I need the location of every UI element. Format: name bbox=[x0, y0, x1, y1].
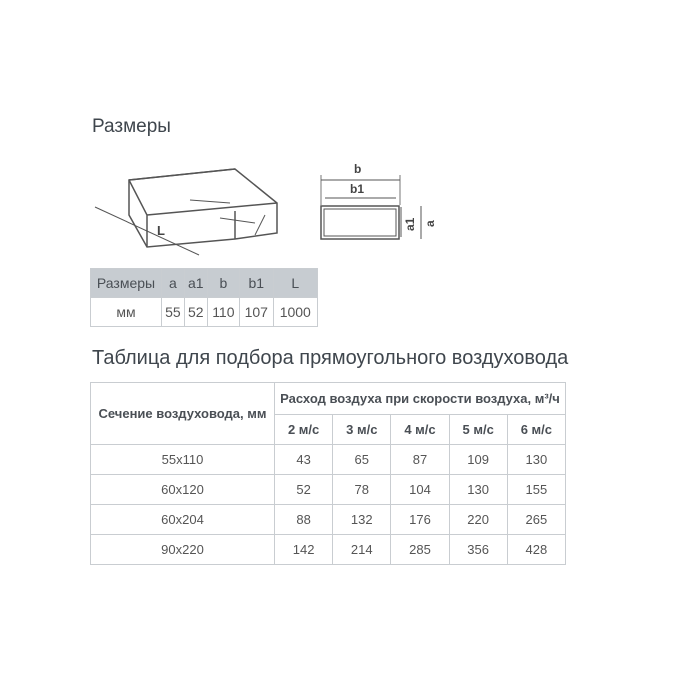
flow-value-cell: 65 bbox=[332, 444, 392, 475]
header-cell: L bbox=[272, 268, 319, 298]
cell: 52 bbox=[183, 297, 208, 327]
flow-value-cell: 142 bbox=[273, 534, 334, 565]
header-cell: b1 bbox=[238, 268, 274, 298]
header-cell: b bbox=[206, 268, 240, 298]
a1-label: a1 bbox=[403, 217, 417, 231]
flow-value-cell: 356 bbox=[448, 534, 508, 565]
flow-value-cell: 52 bbox=[273, 474, 334, 505]
flow-value-cell: 214 bbox=[332, 534, 392, 565]
flow-value-cell: 265 bbox=[506, 504, 567, 535]
header-cell: Размеры bbox=[90, 268, 162, 298]
flow-value-cell: 104 bbox=[390, 474, 450, 505]
table-row: 60x120 52 78 104 130 155 bbox=[90, 474, 567, 505]
flow-value-cell: 220 bbox=[448, 504, 508, 535]
speed-cell: 2 м/с bbox=[273, 414, 334, 445]
table-header-row: Сечение воздуховода, мм Расход воздуха п… bbox=[90, 382, 566, 445]
flow-value-cell: 285 bbox=[390, 534, 450, 565]
flow-value-cell: 428 bbox=[506, 534, 567, 565]
section-cell: 55x110 bbox=[90, 444, 275, 475]
speed-cell: 5 м/с bbox=[448, 414, 508, 445]
table-row: 55x110 43 65 87 109 130 bbox=[90, 444, 567, 475]
b1-label: b1 bbox=[350, 182, 364, 196]
table-row: 90x220 142 214 285 356 428 bbox=[90, 534, 567, 565]
cell: мм bbox=[90, 297, 162, 327]
header-cell: a bbox=[161, 268, 185, 298]
section-cell: 60x120 bbox=[90, 474, 275, 505]
length-label: L bbox=[157, 223, 165, 238]
cell: 110 bbox=[206, 297, 240, 327]
duct-diagram: L b b1 a1 a bbox=[94, 162, 437, 256]
speed-header-row: 2 м/с 3 м/с 4 м/с 5 м/с 6 м/с bbox=[91, 414, 567, 445]
b-label: b bbox=[354, 162, 361, 176]
speed-cell: 4 м/с bbox=[390, 414, 450, 445]
speed-cell: 6 м/с bbox=[506, 414, 567, 445]
table-row: 60x204 88 132 176 220 265 bbox=[90, 504, 567, 535]
section-header: Сечение воздуховода, мм bbox=[90, 382, 275, 445]
a-label: a bbox=[423, 220, 437, 227]
section-cell: 90x220 bbox=[90, 534, 275, 565]
dimensions-table: Размеры a a1 b b1 L мм 55 52 110 107 100… bbox=[90, 268, 319, 327]
flow-value-cell: 130 bbox=[448, 474, 508, 505]
section-cell: 60x204 bbox=[90, 504, 275, 535]
cell: 107 bbox=[238, 297, 274, 327]
flow-header: Расход воздуха при скорости воздуха, м³/… bbox=[274, 382, 566, 415]
flow-value-cell: 155 bbox=[506, 474, 567, 505]
table-header-row: Размеры a a1 b b1 L bbox=[90, 268, 319, 298]
flow-value-cell: 78 bbox=[332, 474, 392, 505]
selection-title: Таблица для подбора прямоугольного возду… bbox=[92, 347, 569, 369]
cell: 55 bbox=[161, 297, 185, 327]
speed-cell: 3 м/с bbox=[332, 414, 392, 445]
flow-value-cell: 87 bbox=[390, 444, 450, 475]
header-cell: a1 bbox=[183, 268, 208, 298]
flow-value-cell: 130 bbox=[506, 444, 567, 475]
table-row: мм 55 52 110 107 1000 bbox=[90, 297, 319, 327]
flow-value-cell: 43 bbox=[273, 444, 334, 475]
flow-value-cell: 176 bbox=[390, 504, 450, 535]
flow-value-cell: 109 bbox=[448, 444, 508, 475]
cell: 1000 bbox=[272, 297, 319, 327]
sizes-title: Размеры bbox=[92, 116, 171, 137]
flow-value-cell: 132 bbox=[332, 504, 392, 535]
flow-value-cell: 88 bbox=[273, 504, 334, 535]
airflow-table: Сечение воздуховода, мм Расход воздуха п… bbox=[90, 382, 567, 565]
